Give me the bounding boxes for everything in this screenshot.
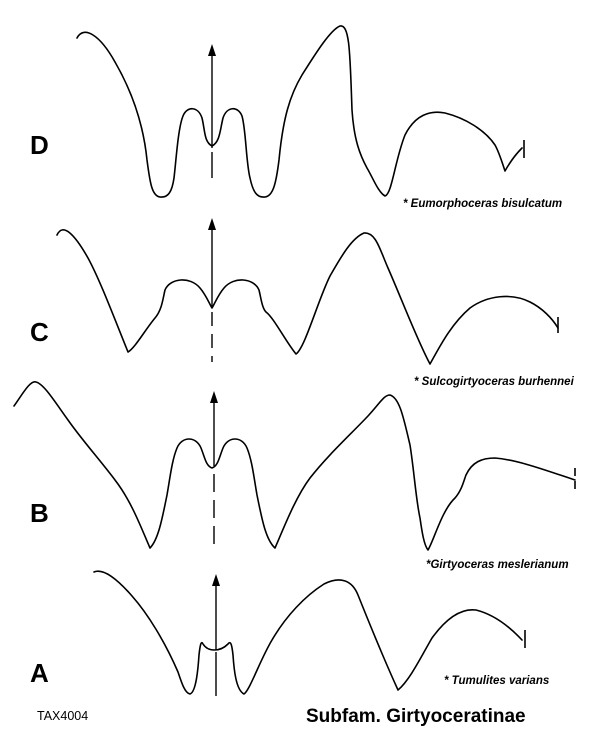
suture-line-a <box>93 570 523 695</box>
suture-line-b <box>13 381 576 551</box>
row-letter-a: A <box>30 658 49 688</box>
species-label-d: * Eumorphoceras bisulcatum <box>403 198 562 210</box>
species-label-a: * Tumulites varians <box>444 675 549 687</box>
arrowhead-d <box>208 44 216 56</box>
arrowhead-a <box>212 574 220 586</box>
species-label-b: *Girtyoceras meslerianum <box>426 559 569 571</box>
species-label-c: * Sulcogirtyoceras burhennei <box>414 376 575 388</box>
catalog-id: TAX4004 <box>37 709 88 723</box>
suture-line-c <box>56 229 559 365</box>
subfamily-title: Subfam. Girtyoceratinae <box>306 706 526 727</box>
suture-line-d <box>76 25 523 198</box>
suture-row-c: C * Sulcogirtyoceras burhennei <box>30 218 575 388</box>
row-letter-c: C <box>30 317 49 347</box>
row-letter-d: D <box>30 130 49 160</box>
arrowhead-c <box>208 218 216 230</box>
row-letter-b: B <box>30 498 49 528</box>
suture-row-b: B *Girtyoceras meslerianum <box>13 381 576 571</box>
arrowhead-b <box>210 391 218 403</box>
siphuncle-arrow-d <box>208 44 216 178</box>
suture-row-a: A * Tumulites varians <box>30 570 549 696</box>
suture-row-d: D * Eumorphoceras bisulcatum <box>30 25 562 210</box>
siphuncle-arrow-a <box>212 574 220 696</box>
siphuncle-arrow-c <box>208 218 216 362</box>
siphuncle-arrow-b <box>210 391 218 552</box>
